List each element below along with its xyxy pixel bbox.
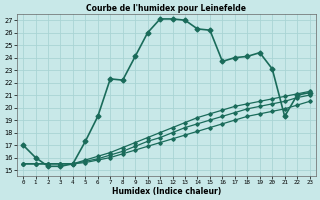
Title: Courbe de l'humidex pour Leinefelde: Courbe de l'humidex pour Leinefelde <box>86 4 246 13</box>
X-axis label: Humidex (Indice chaleur): Humidex (Indice chaleur) <box>112 187 221 196</box>
